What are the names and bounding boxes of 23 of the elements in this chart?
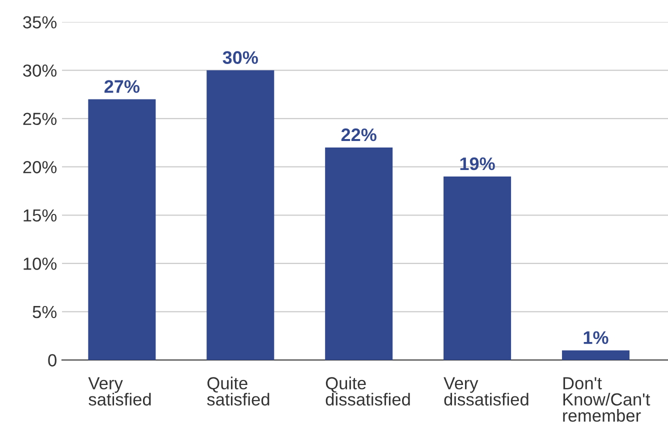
y-tick-label: 35% bbox=[23, 16, 57, 28]
bar bbox=[444, 176, 512, 360]
data-label: 22% bbox=[341, 128, 376, 142]
bar bbox=[325, 148, 393, 360]
y-tick-label: 25% bbox=[23, 112, 57, 126]
x-tick-label: Quite satisfied bbox=[207, 376, 270, 406]
y-tick-label: 10% bbox=[24, 258, 57, 270]
bar bbox=[562, 350, 630, 360]
y-tick-label: 20% bbox=[23, 161, 57, 174]
y-tick-label: 5% bbox=[32, 306, 57, 318]
data-label: 30% bbox=[222, 51, 258, 64]
y-tick-label: 0 bbox=[48, 354, 56, 366]
x-tick-label: Don't Know/Can't remember bbox=[563, 377, 650, 422]
x-tick-label: Very satisfied bbox=[88, 377, 151, 406]
y-tick-label: 30% bbox=[23, 64, 57, 77]
bar bbox=[206, 70, 274, 360]
data-label: 1% bbox=[584, 331, 608, 344]
x-tick-label: Quite dissatisfied bbox=[326, 376, 410, 406]
data-label: 19% bbox=[460, 157, 495, 170]
data-label: 27% bbox=[104, 80, 140, 93]
x-tick-label: Very dissatisfied bbox=[444, 377, 528, 406]
y-tick-label: 15% bbox=[24, 209, 57, 222]
bar bbox=[88, 99, 156, 360]
